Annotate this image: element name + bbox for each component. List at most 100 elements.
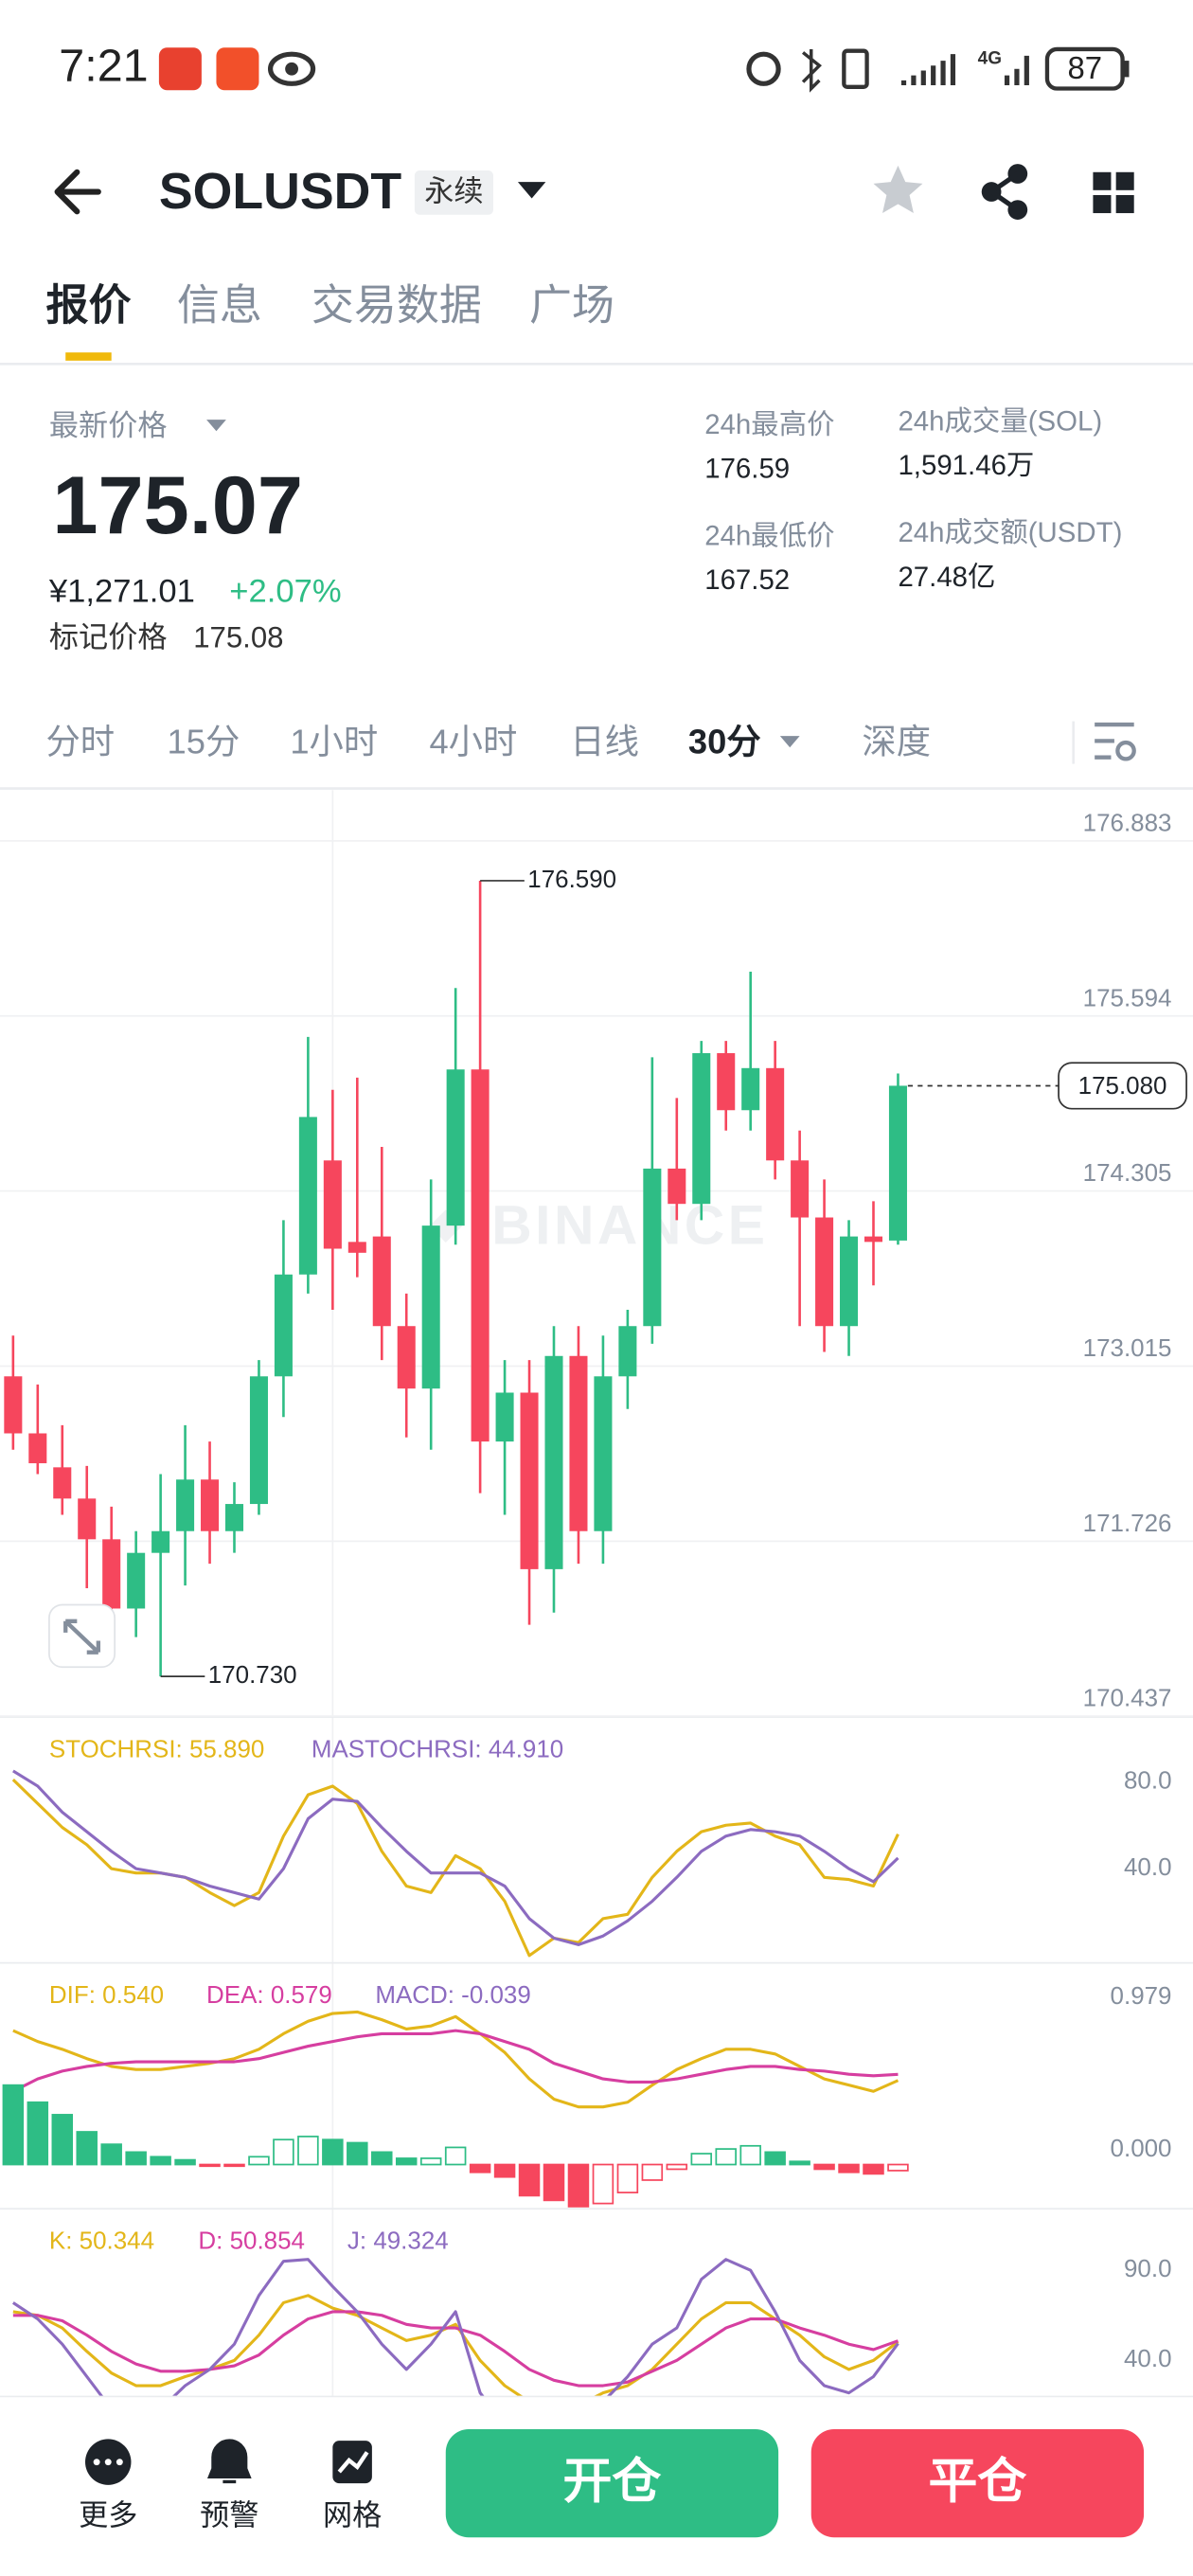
candle-body — [347, 1242, 366, 1253]
interval-tab[interactable]: 15分 — [168, 722, 240, 760]
y-tick-label: 80.0 — [1124, 1765, 1172, 1794]
app-icon — [158, 47, 202, 91]
macd-bar — [887, 2163, 909, 2172]
candle-body — [717, 1053, 736, 1111]
cny-price: ¥1,271.01 — [48, 574, 195, 610]
last-price-tag — [1058, 1062, 1187, 1110]
stat-label: 24h成交额(USDT) — [898, 517, 1122, 548]
bottom-item-label[interactable]: 更多 — [79, 2499, 137, 2532]
signal-icon — [1004, 55, 1029, 86]
candle-body — [815, 1217, 834, 1327]
candle-body — [397, 1326, 416, 1389]
eye-icon — [285, 62, 298, 76]
indicator-line — [12, 1769, 899, 1946]
more-icon — [116, 2459, 123, 2466]
stat-value: 27.48亿 — [898, 562, 995, 593]
last-price-label: 最新价格 — [49, 409, 168, 442]
macd-bar — [518, 2163, 541, 2197]
price-dropdown[interactable] — [206, 420, 226, 432]
macd-bar — [76, 2131, 98, 2166]
tab[interactable]: 交易数据 — [312, 280, 482, 329]
stat-value: 1,591.46万 — [898, 450, 1034, 481]
y-tick-label: 173.015 — [1083, 1333, 1172, 1362]
interval-tab[interactable]: 日线 — [570, 722, 639, 760]
candle-body — [372, 1236, 391, 1327]
favorite-button[interactable] — [873, 165, 923, 214]
indicator-panel — [2, 2010, 909, 2208]
interval-tab[interactable]: 30分 — [688, 722, 761, 760]
macd-bar — [51, 2114, 74, 2166]
stat-label: 24h成交量(SOL) — [898, 405, 1102, 437]
macd-bar — [248, 2156, 270, 2166]
stat-value: 176.59 — [704, 454, 790, 485]
watermark: BINANCE — [491, 1195, 768, 1257]
macd-bar — [174, 2158, 196, 2166]
app-icon — [216, 47, 259, 91]
candle-body — [569, 1355, 588, 1531]
candle-body — [28, 1433, 47, 1464]
tab[interactable]: 报价 — [45, 280, 131, 329]
macd-bar — [813, 2163, 835, 2171]
network-type: 4G — [978, 48, 1002, 68]
candle-body — [766, 1067, 785, 1161]
open-button[interactable] — [445, 2429, 779, 2538]
macd-bar — [2, 2084, 25, 2166]
legend-entry: DEA: 0.579 — [206, 1980, 332, 2009]
price-change: +2.07% — [229, 574, 341, 610]
more-icon — [93, 2459, 100, 2466]
indicator-line — [11, 2258, 899, 2397]
open-button-label[interactable]: 开仓 — [563, 2455, 662, 2510]
bottom-item-label[interactable]: 预警 — [200, 2499, 258, 2532]
legend-entry: MASTOCHRSI: 44.910 — [312, 1734, 563, 1762]
share-button[interactable] — [981, 164, 1028, 220]
macd-bar — [100, 2143, 122, 2166]
vibrate-icon — [842, 48, 869, 89]
macd-bar — [347, 2141, 368, 2166]
alert-icon[interactable] — [206, 2439, 252, 2484]
indicator-line — [12, 2310, 899, 2388]
layout-button[interactable] — [1093, 171, 1134, 214]
symbol[interactable]: SOLUSDT — [159, 163, 402, 220]
alarm-icon — [746, 51, 781, 86]
candle-body — [421, 1225, 440, 1389]
high-marker-label: 176.590 — [527, 865, 616, 893]
macd-bar — [764, 2151, 786, 2166]
interval-tab[interactable]: 4小时 — [429, 722, 517, 760]
legend-entry: DIF: 0.540 — [49, 1980, 164, 2009]
candle-body — [78, 1498, 97, 1540]
interval-tab[interactable]: 分时 — [45, 722, 115, 760]
macd-bar — [297, 2136, 319, 2166]
symbol-dropdown[interactable] — [517, 182, 546, 199]
chart-settings[interactable] — [1095, 722, 1136, 761]
grid-icon — [1115, 195, 1134, 214]
mark-price-label: 标记价格 — [49, 620, 168, 653]
close-button[interactable] — [810, 2429, 1145, 2538]
macd-bar — [666, 2163, 688, 2171]
signal-icon — [900, 54, 956, 86]
battery-icon — [1044, 46, 1125, 91]
candle-body — [151, 1530, 170, 1553]
macd-bar — [863, 2163, 884, 2175]
settings-icon — [1115, 740, 1136, 761]
tab[interactable]: 广场 — [529, 280, 614, 329]
y-tick-label: 40.0 — [1124, 1852, 1172, 1881]
close-button-label[interactable]: 平仓 — [928, 2455, 1026, 2510]
y-tick-label: 171.726 — [1083, 1509, 1172, 1537]
interval-dropdown[interactable] — [779, 736, 800, 748]
interval-tab[interactable]: 深度 — [862, 722, 931, 760]
candle-body — [741, 1067, 760, 1111]
y-tick-label: 0.979 — [1111, 1981, 1172, 2010]
grid-icon — [1093, 171, 1112, 190]
tab[interactable]: 信息 — [177, 280, 262, 329]
macd-bar — [789, 2160, 810, 2166]
candle-body — [176, 1479, 195, 1531]
back-button[interactable] — [54, 169, 101, 215]
legend-entry: J: 49.324 — [347, 2227, 449, 2255]
candle-body — [668, 1168, 686, 1205]
candle-body — [618, 1326, 637, 1377]
macd-bar — [469, 2163, 491, 2174]
interval-tab[interactable]: 1小时 — [290, 722, 378, 760]
legend-entry: STOCHRSI: 55.890 — [49, 1734, 264, 1762]
bottom-item-label[interactable]: 网格 — [323, 2499, 382, 2532]
